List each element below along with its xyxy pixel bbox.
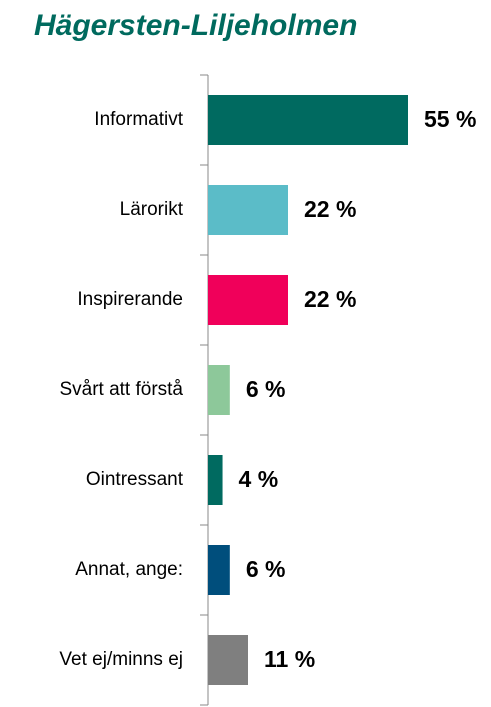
data-label: 11 % — [264, 646, 315, 672]
y-tick-label: Ointressant — [86, 469, 184, 490]
data-label: 22 % — [304, 286, 356, 312]
data-label: 4 % — [239, 466, 279, 492]
y-tick-label: Inspirerande — [77, 289, 183, 310]
bar — [208, 275, 288, 325]
chart-title: Hägersten-Liljeholmen — [34, 9, 357, 42]
y-tick-label: Vet ej/minns ej — [59, 649, 183, 670]
bar — [208, 365, 230, 415]
y-tick-label: Annat, ange: — [75, 559, 183, 580]
y-tick-label: Informativt — [94, 109, 183, 130]
y-tick-label: Lärorikt — [120, 199, 184, 220]
bar — [208, 635, 248, 685]
bar — [208, 185, 288, 235]
bar — [208, 545, 230, 595]
data-label: 6 % — [246, 556, 286, 582]
data-label: 6 % — [246, 376, 286, 402]
data-label: 55 % — [424, 106, 476, 132]
data-label: 22 % — [304, 196, 356, 222]
bar — [208, 95, 408, 145]
y-tick-label: Svårt att förstå — [59, 379, 183, 400]
bar — [208, 455, 223, 505]
